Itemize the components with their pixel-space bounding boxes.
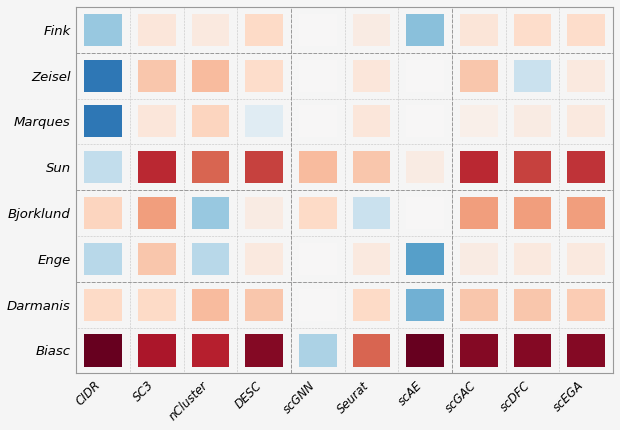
Bar [192, 14, 229, 46]
Bar [192, 197, 229, 229]
Bar [84, 151, 122, 183]
Bar [406, 14, 444, 46]
Bar [138, 335, 175, 366]
Bar [84, 60, 122, 92]
Bar [353, 151, 390, 183]
Bar [138, 243, 175, 275]
Bar [567, 197, 605, 229]
Bar [514, 289, 551, 321]
Bar [299, 14, 337, 46]
Bar [138, 151, 175, 183]
Bar [406, 60, 444, 92]
Bar [138, 197, 175, 229]
Bar [567, 243, 605, 275]
Bar [246, 197, 283, 229]
Bar [353, 243, 390, 275]
Bar [192, 335, 229, 366]
Bar [353, 197, 390, 229]
Bar [460, 335, 498, 366]
Bar [246, 289, 283, 321]
Bar [246, 60, 283, 92]
Bar [460, 105, 498, 138]
Bar [246, 14, 283, 46]
Bar [299, 151, 337, 183]
Bar [353, 60, 390, 92]
Bar [567, 151, 605, 183]
Bar [299, 105, 337, 138]
Bar [460, 243, 498, 275]
Bar [192, 105, 229, 138]
Bar [246, 243, 283, 275]
Bar [84, 14, 122, 46]
Bar [299, 60, 337, 92]
Bar [460, 151, 498, 183]
Bar [514, 151, 551, 183]
Bar [138, 14, 175, 46]
Bar [192, 243, 229, 275]
Bar [406, 197, 444, 229]
Bar [84, 105, 122, 138]
Bar [192, 60, 229, 92]
Bar [567, 289, 605, 321]
Bar [567, 60, 605, 92]
Bar [299, 335, 337, 366]
Bar [514, 60, 551, 92]
Bar [138, 289, 175, 321]
Bar [460, 197, 498, 229]
Bar [84, 335, 122, 366]
Bar [406, 105, 444, 138]
Bar [353, 105, 390, 138]
Bar [192, 289, 229, 321]
Bar [299, 243, 337, 275]
Bar [299, 197, 337, 229]
Bar [567, 105, 605, 138]
Bar [460, 14, 498, 46]
Bar [84, 243, 122, 275]
Bar [406, 289, 444, 321]
Bar [84, 197, 122, 229]
Bar [567, 14, 605, 46]
Bar [353, 335, 390, 366]
Bar [299, 289, 337, 321]
Bar [353, 289, 390, 321]
Bar [246, 151, 283, 183]
Bar [192, 151, 229, 183]
Bar [460, 289, 498, 321]
Bar [406, 151, 444, 183]
Bar [514, 14, 551, 46]
Bar [406, 335, 444, 366]
Bar [514, 197, 551, 229]
Bar [460, 60, 498, 92]
Bar [514, 105, 551, 138]
Bar [84, 289, 122, 321]
Bar [514, 335, 551, 366]
Bar [246, 335, 283, 366]
Bar [514, 243, 551, 275]
Bar [138, 105, 175, 138]
Bar [138, 60, 175, 92]
Bar [406, 243, 444, 275]
Bar [567, 335, 605, 366]
Bar [353, 14, 390, 46]
Bar [246, 105, 283, 138]
